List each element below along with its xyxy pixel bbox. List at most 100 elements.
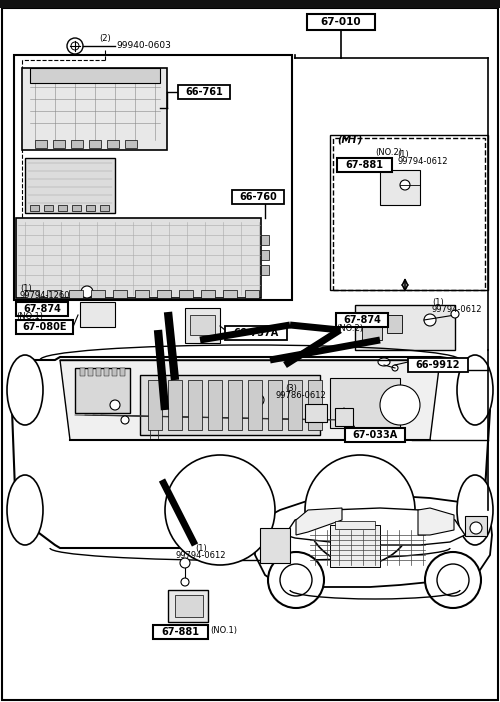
Text: (NO.1): (NO.1) bbox=[210, 626, 237, 635]
Bar bbox=[261, 250, 269, 260]
Bar bbox=[228, 380, 242, 430]
Bar bbox=[307, 14, 375, 30]
Bar bbox=[308, 380, 322, 430]
Bar bbox=[72, 205, 81, 211]
Ellipse shape bbox=[67, 38, 83, 54]
Bar bbox=[190, 315, 215, 335]
Ellipse shape bbox=[457, 475, 493, 545]
Ellipse shape bbox=[256, 395, 264, 405]
Text: 67-080E: 67-080E bbox=[22, 322, 67, 332]
Bar bbox=[288, 380, 302, 430]
Text: 99940-0603: 99940-0603 bbox=[116, 41, 171, 51]
Bar bbox=[345, 428, 405, 442]
Text: 99794-1260: 99794-1260 bbox=[20, 291, 70, 300]
Bar bbox=[248, 380, 262, 430]
Ellipse shape bbox=[181, 578, 189, 586]
Bar bbox=[75, 368, 130, 413]
Polygon shape bbox=[60, 360, 440, 440]
Bar bbox=[58, 205, 67, 211]
Bar bbox=[188, 380, 202, 430]
Bar bbox=[223, 290, 237, 298]
Bar bbox=[330, 525, 380, 567]
Text: 99794-0612: 99794-0612 bbox=[432, 305, 482, 314]
Bar bbox=[16, 320, 73, 334]
Ellipse shape bbox=[424, 314, 436, 326]
Bar bbox=[69, 290, 83, 298]
Bar bbox=[53, 140, 65, 148]
Bar bbox=[153, 625, 208, 639]
Bar bbox=[30, 68, 160, 83]
Text: (1): (1) bbox=[432, 298, 444, 307]
Text: 67-033A: 67-033A bbox=[352, 430, 398, 440]
Text: 66-760: 66-760 bbox=[239, 192, 277, 202]
Bar bbox=[178, 85, 230, 99]
Ellipse shape bbox=[425, 552, 481, 608]
Polygon shape bbox=[296, 508, 342, 535]
Ellipse shape bbox=[378, 358, 390, 366]
Ellipse shape bbox=[180, 558, 190, 568]
Ellipse shape bbox=[198, 325, 206, 331]
Ellipse shape bbox=[7, 475, 43, 545]
Bar bbox=[261, 265, 269, 275]
Bar bbox=[201, 290, 215, 298]
Bar bbox=[355, 305, 455, 350]
Ellipse shape bbox=[165, 455, 275, 565]
Bar bbox=[125, 140, 137, 148]
Ellipse shape bbox=[457, 355, 493, 425]
Bar bbox=[337, 158, 392, 172]
Bar bbox=[232, 190, 284, 204]
Text: (2): (2) bbox=[99, 34, 111, 43]
Text: 67-874: 67-874 bbox=[23, 304, 61, 314]
Ellipse shape bbox=[345, 425, 355, 435]
Bar bbox=[179, 290, 193, 298]
Bar bbox=[104, 368, 109, 376]
Bar bbox=[261, 235, 269, 245]
Ellipse shape bbox=[121, 416, 129, 424]
Bar bbox=[86, 205, 95, 211]
Text: (NO.2): (NO.2) bbox=[336, 324, 363, 333]
Bar bbox=[268, 380, 282, 430]
Bar bbox=[387, 315, 402, 333]
Bar bbox=[148, 380, 162, 430]
Text: 67-881: 67-881 bbox=[346, 160, 384, 170]
Bar bbox=[100, 205, 109, 211]
Text: (1): (1) bbox=[397, 150, 409, 159]
Text: (3): (3) bbox=[285, 383, 297, 392]
Bar bbox=[0, 0, 500, 7]
Text: 99794-0612: 99794-0612 bbox=[175, 550, 226, 559]
Bar bbox=[305, 404, 327, 422]
Bar bbox=[25, 158, 115, 213]
Bar bbox=[89, 140, 101, 148]
Text: 66-9912: 66-9912 bbox=[416, 360, 460, 370]
Bar bbox=[35, 140, 47, 148]
Bar bbox=[96, 368, 101, 376]
Bar bbox=[47, 290, 61, 298]
Text: 67-881: 67-881 bbox=[162, 627, 200, 637]
Text: (1): (1) bbox=[20, 284, 32, 293]
Bar bbox=[333, 138, 485, 290]
Bar bbox=[208, 380, 222, 430]
Text: 67-874: 67-874 bbox=[343, 315, 381, 325]
Text: 67-010: 67-010 bbox=[320, 17, 362, 27]
Bar bbox=[0, 0, 500, 8]
Ellipse shape bbox=[392, 365, 398, 371]
Ellipse shape bbox=[380, 385, 420, 425]
Text: 99786-0612: 99786-0612 bbox=[275, 390, 326, 399]
Bar bbox=[185, 308, 220, 343]
Bar bbox=[168, 380, 182, 430]
Ellipse shape bbox=[470, 522, 482, 534]
Ellipse shape bbox=[451, 310, 459, 318]
Bar bbox=[80, 368, 85, 376]
Ellipse shape bbox=[271, 411, 279, 419]
Text: 66-737A: 66-737A bbox=[234, 328, 278, 338]
Bar bbox=[22, 68, 167, 150]
Bar bbox=[112, 368, 117, 376]
Bar bbox=[168, 590, 208, 622]
Bar bbox=[25, 290, 39, 298]
Bar bbox=[88, 368, 93, 376]
Bar bbox=[14, 55, 292, 300]
Text: 99794-0612: 99794-0612 bbox=[397, 157, 448, 166]
Bar bbox=[107, 140, 119, 148]
Ellipse shape bbox=[400, 180, 410, 190]
Bar bbox=[245, 290, 259, 298]
